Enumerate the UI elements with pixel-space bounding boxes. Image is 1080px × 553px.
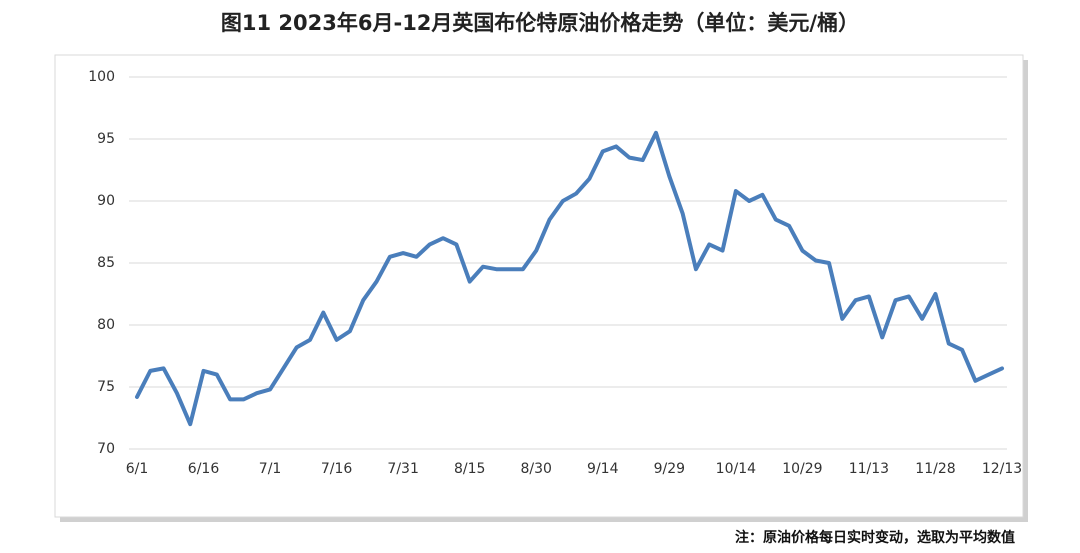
y-tick-label: 70	[97, 441, 115, 457]
y-tick-label: 75	[97, 379, 115, 395]
footnote: 注：原油价格每日实时变动，选取为平均数值	[735, 529, 1015, 546]
x-tick-label: 10/29	[782, 461, 822, 477]
x-tick-label: 7/31	[387, 461, 418, 477]
x-tick-label: 11/28	[915, 461, 955, 477]
y-tick-label: 85	[97, 255, 115, 271]
x-tick-label: 8/15	[454, 461, 485, 477]
x-tick-label: 11/13	[849, 461, 889, 477]
x-tick-label: 9/29	[654, 461, 685, 477]
y-tick-label: 95	[97, 131, 115, 147]
x-tick-label: 9/14	[587, 461, 619, 477]
x-tick-label: 12/13	[982, 461, 1022, 477]
chart-title: 图11 2023年6月-12月英国布伦特原油价格走势（单位：美元/桶）	[221, 11, 859, 35]
x-tick-label: 7/1	[259, 461, 282, 477]
chart-frame	[54, 54, 1024, 518]
x-tick-label: 8/30	[521, 461, 552, 477]
y-tick-label: 80	[97, 317, 115, 333]
y-tick-label: 90	[97, 193, 115, 209]
x-tick-label: 7/16	[321, 461, 353, 477]
x-tick-label: 6/1	[126, 461, 149, 477]
x-tick-label: 6/16	[188, 461, 220, 477]
price-line	[135, 130, 1004, 427]
y-tick-label: 100	[88, 69, 115, 85]
x-tick-label: 10/14	[716, 461, 756, 477]
